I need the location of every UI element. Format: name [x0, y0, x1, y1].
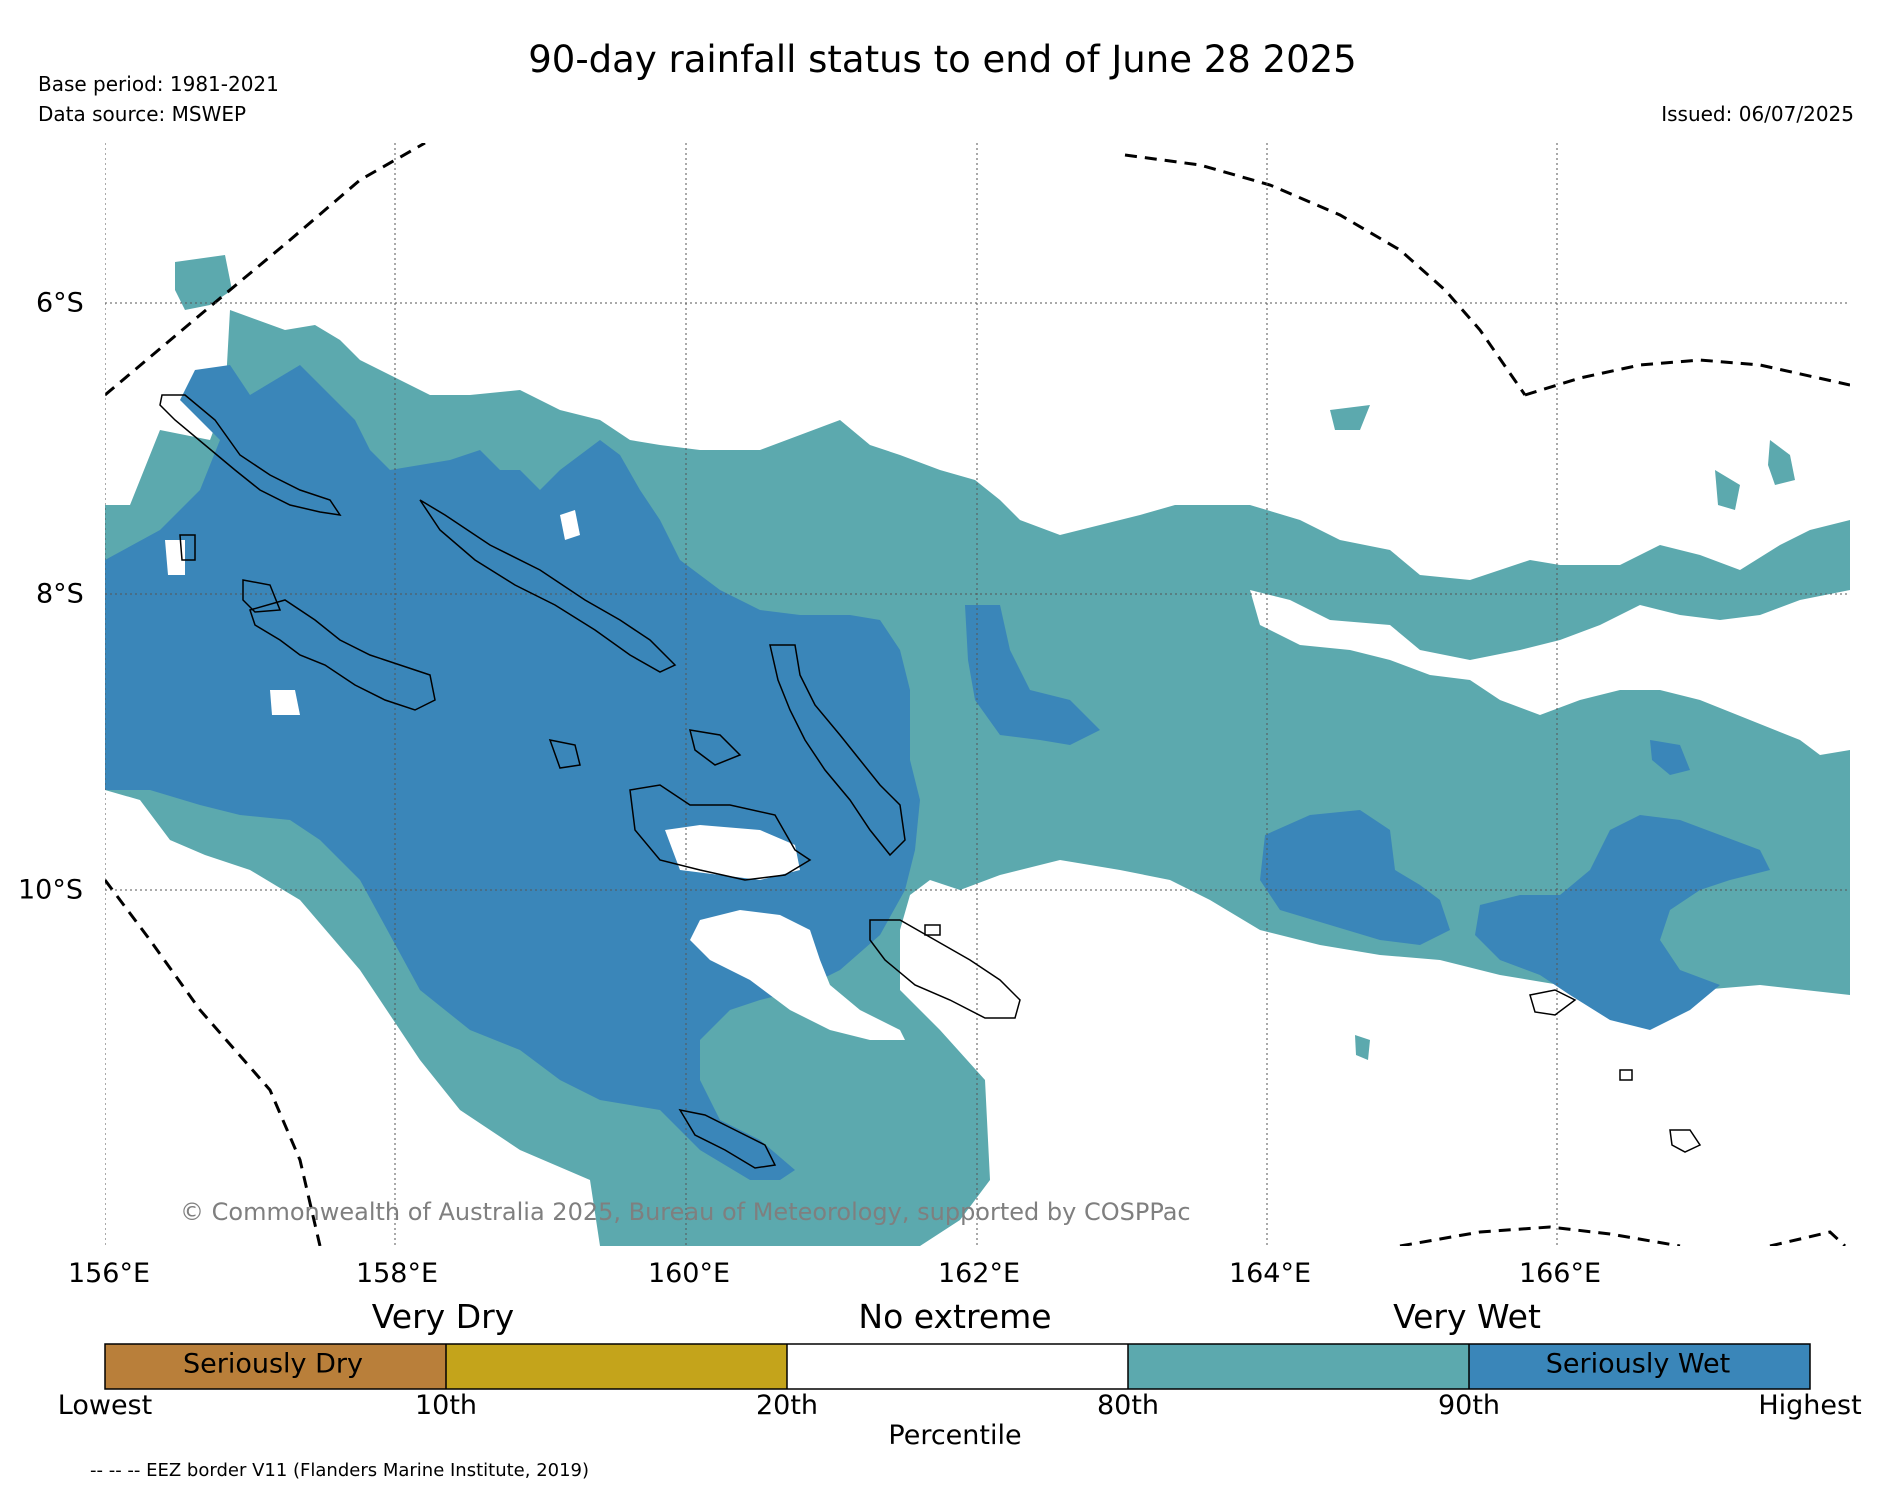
vella-lavella-coast	[242, 579, 282, 613]
russell-island-coast	[548, 739, 581, 769]
no-extreme-patch-4	[560, 510, 580, 540]
lon-label-156e: 156°E	[67, 1258, 151, 1289]
colorbar-tick-80th: 80th	[1096, 1390, 1160, 1421]
rennell-coast	[1529, 989, 1577, 1016]
no-extreme-patch-2	[665, 825, 800, 880]
no-extreme-patch-3	[1250, 590, 1850, 755]
colorbar-tick-90th: 90th	[1437, 1390, 1501, 1421]
seriously-wet-region-east-2	[1475, 815, 1770, 1030]
lon-label-160e: 160°E	[647, 1258, 731, 1289]
lon-label-166e: 166°E	[1518, 1258, 1602, 1289]
coastlines	[159, 394, 1702, 1169]
guadalcanal-coast	[629, 784, 812, 881]
very-wet-patch-east-2	[1768, 440, 1795, 485]
colorbar-tick-20th: 20th	[755, 1390, 819, 1421]
santa-isabel-coast	[769, 644, 906, 857]
data-source-label: Data source: MSWEP	[38, 102, 247, 126]
copyright-notice: © Commonwealth of Australia 2025, Bureau…	[180, 1198, 1191, 1226]
no-extreme-patch-5	[270, 690, 300, 715]
lat-label-6s: 6°S	[36, 287, 84, 319]
bougainville-coast	[159, 394, 342, 516]
colorbar-axis-label: Percentile	[888, 1420, 1022, 1451]
base-period-label: Base period: 1981-2021	[38, 72, 279, 96]
colorbar-label-seriously-wet: Seriously Wet	[1545, 1348, 1731, 1380]
legend-category-very-wet: Very Wet	[1393, 1297, 1541, 1336]
florida-island-coast	[688, 729, 742, 766]
colorbar-tick-lowest: Lowest	[57, 1390, 153, 1421]
colorbar-label-seriously-dry: Seriously Dry	[183, 1348, 363, 1380]
new-georgia-coast	[249, 599, 436, 711]
seriously-wet-region-central	[965, 605, 1100, 745]
colorbar-tick-highest: Highest	[1758, 1390, 1862, 1421]
colorbar-tick-10th: 10th	[414, 1390, 478, 1421]
legend-category-very-dry: Very Dry	[371, 1297, 515, 1336]
makira-coast	[678, 1108, 777, 1169]
eez-border	[105, 143, 1850, 1246]
choiseul-coast	[419, 499, 677, 673]
legend-category-no-extreme: No extreme	[858, 1297, 1052, 1336]
no-extreme-patch-6	[165, 540, 185, 575]
malaita-coast	[869, 919, 1021, 1019]
map-title: 90-day rainfall status to end of June 28…	[528, 38, 1357, 81]
very-wet-patch-east-3	[1715, 470, 1740, 510]
lat-label-8s: 8°S	[36, 578, 84, 610]
lon-label-158e: 158°E	[355, 1258, 439, 1289]
eez-legend-note: -- -- -- EEZ border V11 (Flanders Marine…	[90, 1460, 590, 1481]
seriously-wet-patch-east-3	[1650, 740, 1690, 775]
issued-date-label: Issued: 06/07/2025	[1661, 102, 1854, 126]
shortland-coast	[179, 534, 196, 561]
very-wet-patch-north	[175, 255, 232, 310]
small-island-coast-2	[924, 924, 941, 936]
map-gridlines	[105, 143, 1850, 1246]
lon-label-164e: 164°E	[1228, 1258, 1312, 1289]
no-extreme-patch-1	[690, 910, 905, 1040]
small-island-coast-1	[1619, 1069, 1633, 1081]
lat-label-10s: 10°S	[18, 874, 83, 906]
very-wet-patch-south	[1355, 1035, 1370, 1060]
seriously-wet-region-east-1	[1260, 810, 1450, 945]
santa-cruz-coast	[1669, 1129, 1702, 1153]
seriously-wet-region-west	[105, 365, 920, 1180]
lon-label-162e: 162°E	[937, 1258, 1021, 1289]
very-wet-patch-east-1	[1330, 405, 1370, 430]
